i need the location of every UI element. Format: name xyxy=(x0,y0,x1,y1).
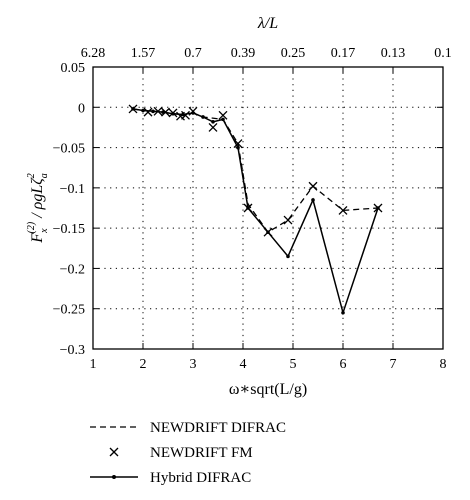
legend-label: NEWDRIFT FM xyxy=(150,445,253,461)
data-point xyxy=(246,206,250,210)
y-tick-label: 0 xyxy=(78,101,85,116)
x-tick-label: 6 xyxy=(340,357,347,372)
data-point xyxy=(181,110,190,120)
x-tick-label: 5 xyxy=(290,357,297,372)
data-point xyxy=(191,111,195,115)
legend-label: Hybrid DIFRAC xyxy=(150,470,251,486)
data-point xyxy=(181,112,185,117)
x-tick-label: 7 xyxy=(390,357,397,372)
top-tick-label: 1.57 xyxy=(131,46,156,61)
y-tick-label: −0.3 xyxy=(60,343,85,358)
data-point xyxy=(218,110,228,120)
top-tick-label: 0.25 xyxy=(281,46,306,61)
legend-swatch xyxy=(109,447,119,457)
top-tick-label: 0.7 xyxy=(184,46,202,61)
data-point xyxy=(376,206,380,210)
x-tick-label: 1 xyxy=(90,357,97,372)
data-point xyxy=(283,215,293,225)
series-solid-dots xyxy=(131,107,380,316)
data-point xyxy=(131,107,135,111)
data-point xyxy=(236,145,240,150)
top-tick-label: 0.13 xyxy=(381,46,406,61)
data-point xyxy=(143,107,153,117)
x-tick-label: 4 xyxy=(240,357,247,372)
y-tick-label: −0.1 xyxy=(60,182,85,197)
legend-label: NEWDRIFT DIFRAC xyxy=(150,420,286,436)
data-point xyxy=(311,198,315,202)
data-point xyxy=(338,205,348,215)
top-tick-label: 6.28 xyxy=(81,46,106,61)
data-point xyxy=(161,110,165,114)
y-tick-label: −0.05 xyxy=(53,142,85,157)
top-axis-title: λ/L xyxy=(257,15,278,32)
series-line xyxy=(132,108,379,316)
y-tick-label: −0.15 xyxy=(53,222,85,237)
data-point xyxy=(151,109,155,114)
legend-swatch-dot xyxy=(112,475,116,479)
series-line xyxy=(132,108,379,234)
y-tick-label: −0.25 xyxy=(53,303,85,318)
top-tick-label: 0.39 xyxy=(231,46,256,61)
x-tick-label: 8 xyxy=(440,357,447,372)
legend-item: NEWDRIFT FM xyxy=(109,445,253,461)
x-axis-title: ω∗sqrt(L/g) xyxy=(229,381,307,398)
data-point xyxy=(141,108,145,113)
data-point xyxy=(211,119,215,124)
data-point xyxy=(233,139,243,149)
series xyxy=(128,104,383,316)
grid xyxy=(93,67,443,349)
y-tick-label: −0.2 xyxy=(60,262,85,277)
x-tick-label: 2 xyxy=(140,357,147,372)
data-point xyxy=(221,117,225,122)
series-dashed xyxy=(132,108,379,234)
data-point xyxy=(308,181,318,191)
legend-item: Hybrid DIFRAC xyxy=(90,470,251,486)
data-point xyxy=(208,122,218,132)
data-point xyxy=(266,230,270,234)
axis-ticks: 1 2 3 4 5 6 7 8 6.28 1.57 0.7 0.39 0.25 0.17 0.13 0.1 0.… xyxy=(53,46,452,372)
data-point xyxy=(171,111,175,116)
legend-item: NEWDRIFT DIFRAC xyxy=(90,420,286,436)
y-axis-title: Fx(2) / ρgLζa2 xyxy=(26,173,50,243)
legend: NEWDRIFT DIFRAC NEWDRIFT FM Hybrid DIFRAC xyxy=(90,420,286,486)
y-tick-label: 0.05 xyxy=(61,61,86,76)
x-tick-label: 3 xyxy=(190,357,197,372)
data-point xyxy=(286,254,290,259)
data-point xyxy=(201,115,205,119)
plot-frame xyxy=(92,66,444,350)
top-tick-label: 0.1 xyxy=(434,46,452,61)
top-tick-label: 0.17 xyxy=(331,46,356,61)
svg-text:Fx(2) / ρgLζa2: Fx(2) / ρgLζa2 xyxy=(26,173,50,243)
data-point xyxy=(341,310,345,315)
